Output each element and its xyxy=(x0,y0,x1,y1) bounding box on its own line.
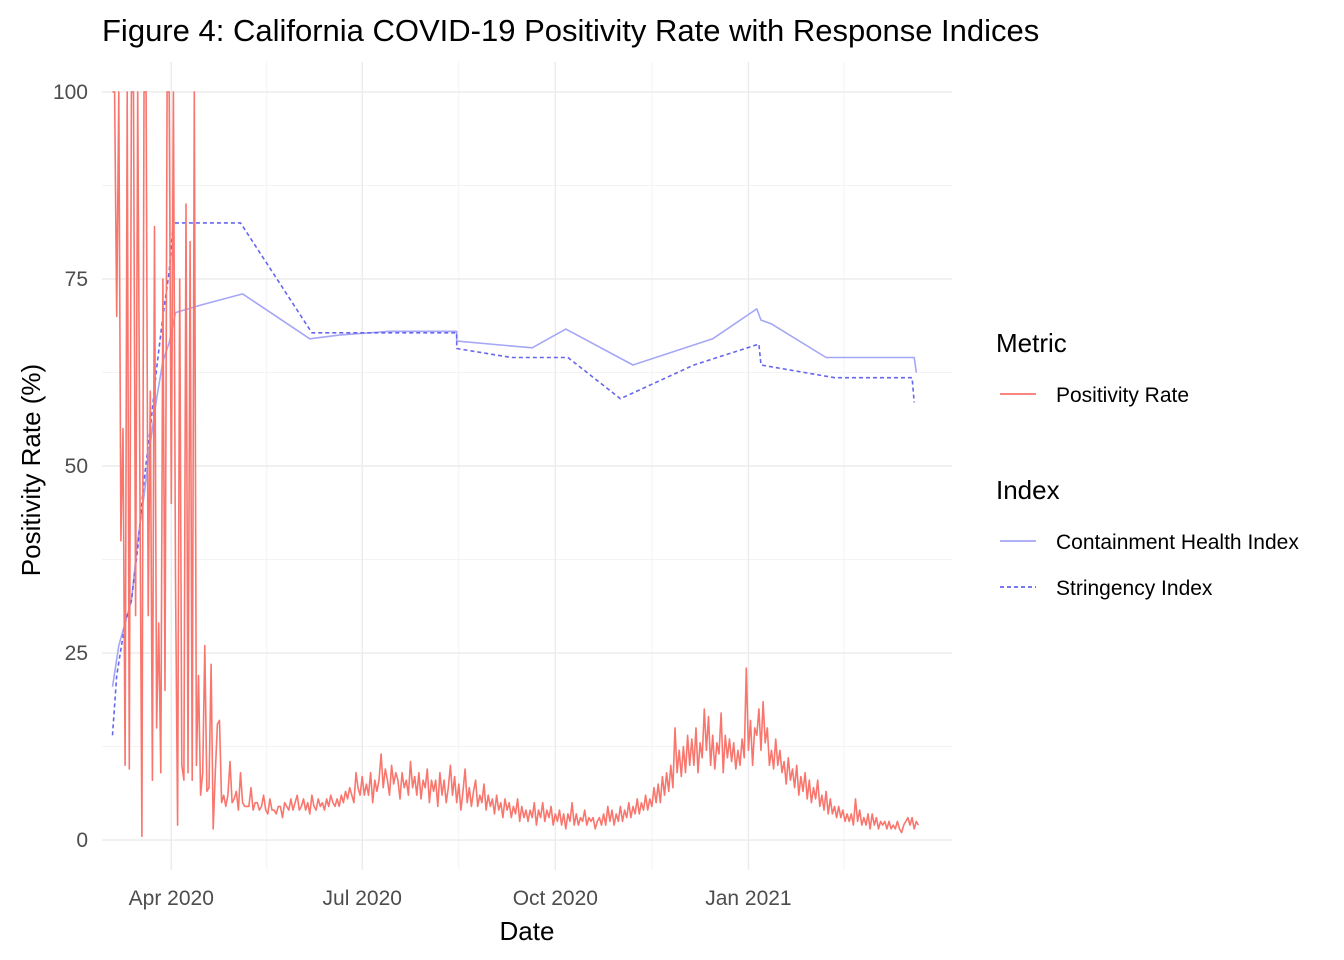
y-tick-label: 0 xyxy=(76,829,88,852)
grid-major-lines xyxy=(102,62,952,870)
legend-label: Containment Health Index xyxy=(1056,531,1299,554)
y-axis-title: Positivity Rate (%) xyxy=(16,364,46,576)
chart-title: Figure 4: California COVID-19 Positivity… xyxy=(102,13,1039,48)
series-line-containment-health-index xyxy=(111,293,918,687)
y-axis-tick-labels: 0 25 50 75 100 xyxy=(53,81,88,852)
legend-label: Stringency Index xyxy=(1056,577,1213,600)
x-axis-tick-labels: Apr 2020 Jul 2020 Oct 2020 Jan 2021 xyxy=(129,887,792,910)
y-tick-label: 100 xyxy=(53,81,88,104)
series-layer xyxy=(111,91,920,838)
series-line-positivity-rate xyxy=(112,91,920,838)
y-tick-label: 50 xyxy=(65,455,88,478)
x-axis-title: Date xyxy=(500,916,555,946)
y-tick-label: 75 xyxy=(65,268,88,291)
legend-title: Index xyxy=(996,475,1060,505)
x-tick-label: Jul 2020 xyxy=(323,887,402,910)
series-line-stringency-index xyxy=(111,222,915,736)
x-tick-label: Jan 2021 xyxy=(705,887,791,910)
x-tick-label: Oct 2020 xyxy=(513,887,598,910)
y-tick-label: 25 xyxy=(65,642,88,665)
x-tick-label: Apr 2020 xyxy=(129,887,214,910)
legend: Metric Positivity Rate Index Containment He… xyxy=(996,328,1299,600)
legend-label: Positivity Rate xyxy=(1056,384,1189,407)
legend-title: Metric xyxy=(996,328,1067,358)
